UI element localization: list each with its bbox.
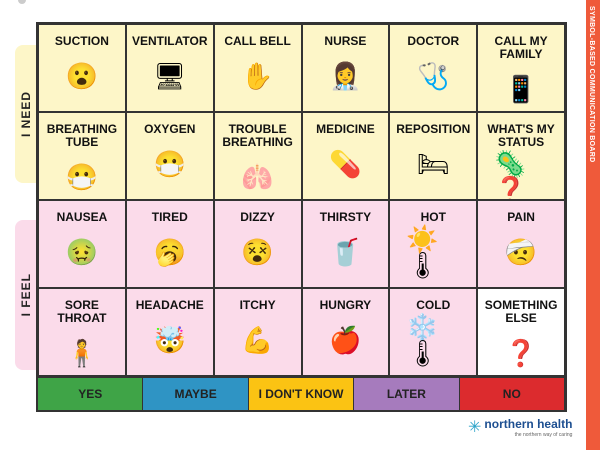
board-title: SYMBOL-BASED COMMUNICATION BOARD	[588, 6, 595, 163]
medicine-photo: 💊	[329, 149, 362, 179]
symbol-cell-pain[interactable]: PAIN 🤕	[477, 200, 565, 288]
cell-label: WHAT'S MY STATUS	[487, 122, 555, 149]
question-icon: ❓	[504, 338, 538, 368]
cell-label: MEDICINE	[316, 122, 375, 136]
i-feel-tab: I FEEL	[15, 220, 37, 370]
cell-label: ITCHY	[239, 298, 276, 312]
cell-label: CALL MY FAMILY	[494, 34, 548, 61]
hot-thermometer-icon: ☀️🌡	[406, 224, 440, 280]
symbol-cell-tired[interactable]: TIRED 🥱	[125, 200, 214, 288]
answer-bar: YES MAYBE I DON'T KNOW LATER NO	[36, 378, 567, 412]
cell-label: NAUSEA	[56, 210, 108, 224]
symbol-cell-call-bell[interactable]: CALL BELL ✋	[213, 24, 302, 112]
tired-icon: 🥱	[153, 237, 186, 267]
logo-text: northern health the northern way of cari…	[484, 417, 573, 439]
lungs-icon: 🫁	[241, 162, 274, 192]
symbol-cell-suction[interactable]: SUCTION 😮	[38, 24, 126, 112]
logo-name: northern health	[484, 417, 573, 431]
oxygen-mask-photo: 😷	[153, 149, 186, 179]
decorative-dot	[18, 0, 26, 4]
dizzy-icon: 😵	[241, 237, 274, 267]
symbol-cell-thirsty[interactable]: THIRSTY 🥤	[301, 200, 390, 288]
answer-yes[interactable]: YES	[38, 378, 144, 410]
symbol-cell-hungry[interactable]: HUNGRY 🍎	[301, 288, 390, 376]
symbol-cell-itchy[interactable]: ITCHY 💪	[213, 288, 302, 376]
suction-photo: 😮	[65, 61, 99, 91]
symbol-cell-oxygen[interactable]: OXYGEN 😷	[125, 112, 214, 200]
symbol-cell-dizzy[interactable]: DIZZY 😵	[213, 200, 302, 288]
symbol-cell-nurse[interactable]: NURSE 👩‍⚕️	[301, 24, 390, 112]
symbol-cell-doctor[interactable]: DOCTOR 🩺	[389, 24, 478, 112]
nausea-icon: 🤢	[65, 237, 99, 267]
cell-label: CALL BELL	[224, 34, 291, 48]
cell-label: NURSE	[324, 34, 367, 48]
symbol-cell-call-my-family[interactable]: CALL MY FAMILY 📱	[477, 24, 565, 112]
symbol-cell-nausea[interactable]: NAUSEA 🤢	[38, 200, 126, 288]
logo-tagline: the northern way of caring	[514, 432, 573, 438]
cell-label: PAIN	[507, 210, 535, 224]
section-label: I NEED	[19, 90, 33, 137]
cell-label: VENTILATOR	[131, 34, 208, 48]
symbol-cell-headache[interactable]: HEADACHE 🤯	[125, 288, 214, 376]
cell-label: SOMETHING ELSE	[484, 298, 558, 325]
cell-label: HOT	[420, 210, 446, 224]
headache-icon: 🤯	[153, 325, 186, 355]
northern-health-logo: ✳ northern health the northern way of ca…	[468, 417, 573, 439]
cell-label: SORE THROAT	[57, 298, 107, 325]
itchy-icon: 💪	[241, 325, 274, 355]
cell-label: HEADACHE	[135, 298, 204, 312]
breathing-tube-icon: 😷	[65, 162, 99, 192]
cell-label: TROUBLE BREATHING	[222, 122, 293, 149]
cell-label: DOCTOR	[407, 34, 460, 48]
section-label: I FEEL	[19, 273, 33, 317]
reposition-photo: 🛏	[416, 149, 450, 179]
symbol-cell-sore-throat[interactable]: SORE THROAT 🧍	[38, 288, 126, 376]
i-need-tab: I NEED	[15, 45, 37, 183]
call-bell-photo: ✋	[241, 61, 274, 91]
cell-label: OXYGEN	[144, 122, 196, 136]
board-title-bar: SYMBOL-BASED COMMUNICATION BOARD	[586, 0, 600, 450]
symbol-cell-reposition[interactable]: REPOSITION 🛏	[389, 112, 478, 200]
nurse-photo: 👩‍⚕️	[329, 61, 362, 91]
cell-label: BREATHING TUBE	[46, 122, 118, 149]
symbol-cell-hot[interactable]: HOT ☀️🌡	[389, 200, 478, 288]
ventilator-photo: 🖥	[153, 61, 187, 91]
symbol-cell-something-else[interactable]: SOMETHING ELSE ❓	[477, 288, 565, 376]
cell-label: TIRED	[151, 210, 188, 224]
symbol-cell-trouble-breathing[interactable]: TROUBLE BREATHING 🫁	[213, 112, 302, 200]
cell-label: DIZZY	[240, 210, 275, 224]
logo-star-icon: ✳	[468, 419, 482, 436]
sore-throat-icon: 🧍	[65, 338, 99, 368]
answer-no[interactable]: NO	[459, 378, 565, 410]
cell-label: COLD	[416, 298, 451, 312]
cold-thermometer-icon: ❄️🌡	[406, 312, 440, 368]
symbol-cell-breathing-tube[interactable]: BREATHING TUBE 😷	[38, 112, 126, 200]
cell-label: REPOSITION	[396, 122, 471, 136]
doctor-photo: 🩺	[417, 61, 450, 91]
cell-label: THIRSTY	[319, 210, 372, 224]
symbol-cell-ventilator[interactable]: VENTILATOR 🖥	[125, 24, 214, 112]
virus-question-icon: 🦠❓	[494, 149, 527, 200]
water-photo: 🥤	[329, 237, 362, 267]
answer-i-don-t-know[interactable]: I DON'T KNOW	[248, 378, 355, 410]
hungry-icon: 🍎	[329, 325, 362, 355]
pain-icon: 🤕	[504, 237, 538, 267]
answer-later[interactable]: LATER	[354, 378, 460, 410]
cell-label: HUNGRY	[319, 298, 372, 312]
symbol-grid: SUCTION 😮 VENTILATOR 🖥 CALL BELL ✋ NURSE 👩‍⚕️ DO…	[36, 22, 567, 378]
symbol-cell-medicine[interactable]: MEDICINE 💊	[301, 112, 390, 200]
cell-label: SUCTION	[54, 34, 109, 48]
answer-maybe[interactable]: MAYBE	[143, 378, 249, 410]
symbol-cell-cold[interactable]: COLD ❄️🌡	[389, 288, 478, 376]
symbol-cell-what-s-my-status[interactable]: WHAT'S MY STATUS 🦠❓	[477, 112, 565, 200]
phone-icon: 📱	[504, 74, 538, 104]
